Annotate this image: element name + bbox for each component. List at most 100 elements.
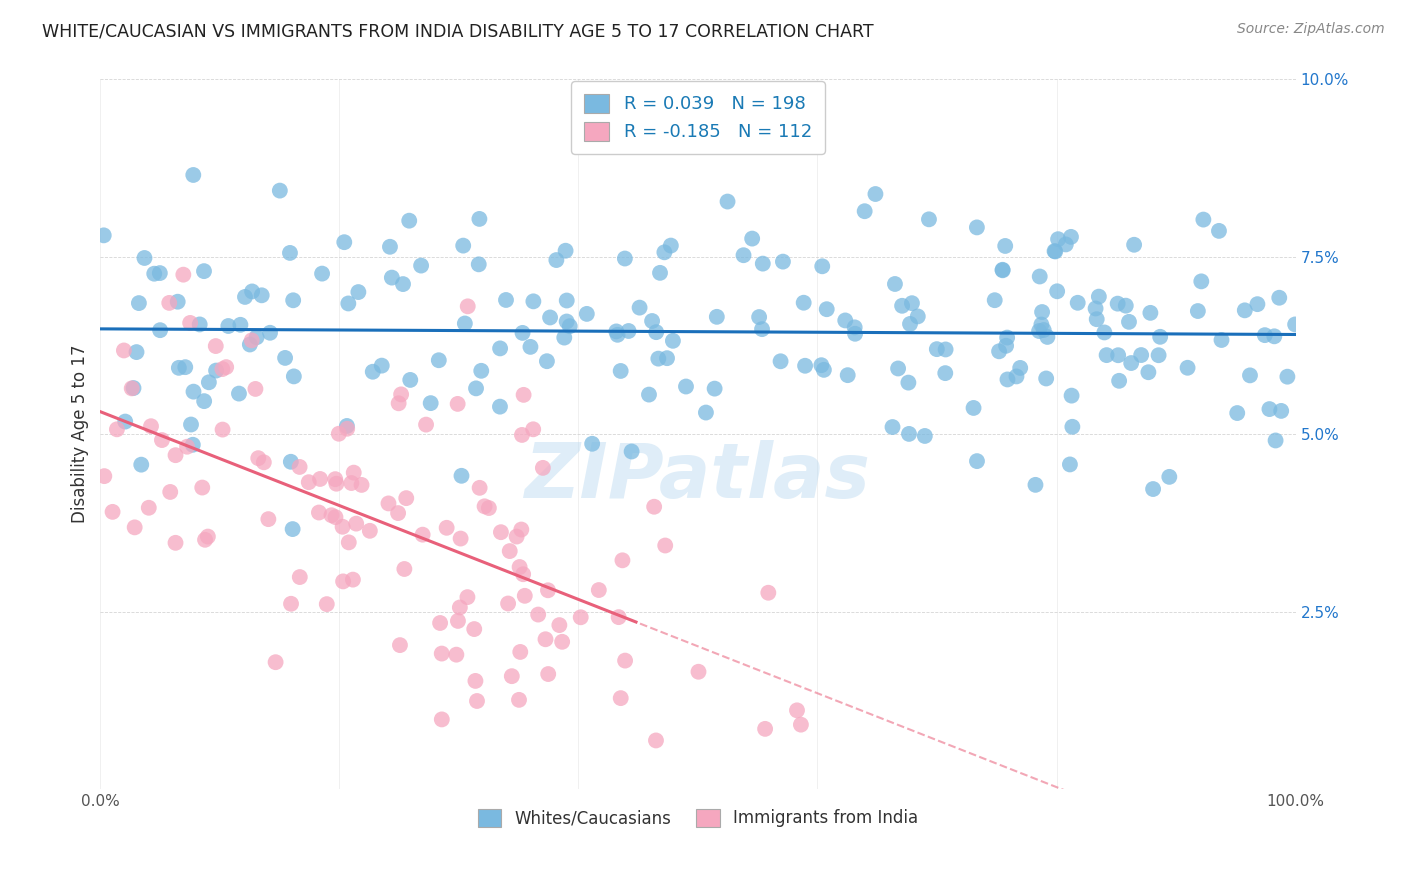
Point <box>124 520 146 534</box>
Point <box>512 567 534 582</box>
Point <box>786 703 808 717</box>
Point <box>278 246 301 260</box>
Point <box>1233 303 1256 318</box>
Point <box>328 426 350 441</box>
Point <box>790 717 813 731</box>
Point <box>991 262 1014 277</box>
Point <box>834 313 856 327</box>
Point <box>1084 301 1107 316</box>
Point <box>247 451 270 466</box>
Point <box>1189 274 1212 288</box>
Point <box>891 299 914 313</box>
Point <box>343 466 366 480</box>
Point <box>537 667 560 681</box>
Point <box>1005 369 1028 384</box>
Point <box>554 244 576 258</box>
Point <box>325 510 347 524</box>
Point <box>411 259 433 273</box>
Point <box>647 351 669 366</box>
Point <box>167 360 190 375</box>
Point <box>1177 360 1199 375</box>
Point <box>555 314 578 328</box>
Point <box>1121 356 1143 370</box>
Point <box>1043 244 1066 259</box>
Point <box>1246 297 1268 311</box>
Point <box>245 382 267 396</box>
Point <box>613 252 636 266</box>
Point <box>716 194 738 209</box>
Point <box>648 266 671 280</box>
Point <box>609 691 631 706</box>
Point <box>935 343 957 357</box>
Point <box>446 648 468 662</box>
Point <box>1254 328 1277 343</box>
Point <box>1142 482 1164 496</box>
Point <box>1035 371 1057 385</box>
Point <box>138 500 160 515</box>
Point <box>901 296 924 310</box>
Point <box>415 417 437 432</box>
Point <box>465 694 488 708</box>
Point <box>811 260 834 274</box>
Point <box>793 295 815 310</box>
Point <box>128 296 150 310</box>
Point <box>139 419 162 434</box>
Point <box>1036 330 1059 344</box>
Point <box>1137 365 1160 379</box>
Point <box>311 267 333 281</box>
Point <box>643 500 665 514</box>
Point <box>450 532 472 546</box>
Point <box>165 448 187 462</box>
Point <box>887 361 910 376</box>
Point <box>395 491 418 505</box>
Point <box>1032 323 1054 337</box>
Point <box>1031 305 1053 319</box>
Point <box>239 337 262 351</box>
Point <box>769 354 792 368</box>
Point <box>143 267 166 281</box>
Point <box>240 285 263 299</box>
Point <box>522 294 544 309</box>
Point <box>983 293 1005 308</box>
Point <box>489 342 512 356</box>
Point <box>288 459 311 474</box>
Point <box>398 213 420 227</box>
Point <box>1067 295 1090 310</box>
Point <box>157 296 180 310</box>
Point <box>1226 406 1249 420</box>
Point <box>204 339 226 353</box>
Point <box>468 211 491 226</box>
Point <box>512 326 534 340</box>
Point <box>166 294 188 309</box>
Point <box>392 277 415 291</box>
Point <box>551 635 574 649</box>
Point <box>997 372 1019 386</box>
Point <box>389 387 412 401</box>
Point <box>150 433 173 447</box>
Point <box>342 573 364 587</box>
Point <box>211 423 233 437</box>
Point <box>371 359 394 373</box>
Point <box>321 508 343 523</box>
Point <box>101 505 124 519</box>
Point <box>575 307 598 321</box>
Text: Source: ZipAtlas.com: Source: ZipAtlas.com <box>1237 22 1385 37</box>
Point <box>350 478 373 492</box>
Point <box>134 251 156 265</box>
Point <box>125 345 148 359</box>
Point <box>569 610 592 624</box>
Point <box>995 330 1018 344</box>
Point <box>172 268 194 282</box>
Point <box>430 647 453 661</box>
Point <box>991 263 1014 277</box>
Point <box>457 299 479 313</box>
Point <box>193 394 215 409</box>
Point <box>1028 269 1050 284</box>
Point <box>645 733 668 747</box>
Point <box>344 516 367 531</box>
Point <box>180 417 202 432</box>
Point <box>1268 291 1291 305</box>
Point <box>966 220 988 235</box>
Point <box>381 270 404 285</box>
Point <box>1060 230 1083 244</box>
